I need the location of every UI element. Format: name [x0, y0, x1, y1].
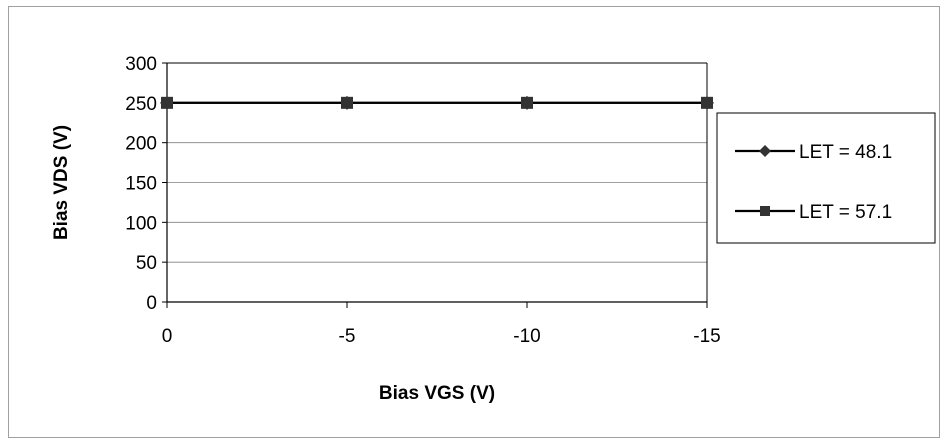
- legend-label: LET = 48.1: [799, 142, 892, 163]
- x-tick-label: -10: [513, 326, 540, 347]
- data-point-diamond: [759, 145, 771, 157]
- data-point-square: [341, 96, 353, 109]
- legend-box: [716, 112, 936, 244]
- y-tick-label: 300: [125, 54, 157, 75]
- y-tick-label: 250: [125, 94, 157, 115]
- legend-label: LET = 57.1: [799, 202, 892, 223]
- x-tick-label: -15: [693, 326, 720, 347]
- legend: LET = 48.1 LET = 57.1: [716, 112, 936, 244]
- legend-items: LET = 48.1 LET = 57.1: [735, 142, 892, 223]
- x-axis-title: Bias VGS (V): [379, 383, 495, 404]
- y-tick-label: 100: [125, 213, 157, 234]
- y-tick-label: 0: [146, 293, 157, 314]
- x-tick-label: 0: [162, 326, 173, 347]
- data-point-square: [760, 206, 770, 216]
- y-tick-labels: 0 50 100 150 200 250 300: [125, 54, 157, 314]
- y-axis-title: Bias VDS (V): [51, 125, 72, 240]
- data-point-square: [701, 96, 713, 109]
- x-tick-label: -5: [339, 326, 356, 347]
- y-tick-label: 200: [125, 134, 157, 155]
- data-point-square: [521, 96, 533, 109]
- grid-lines: [167, 102, 707, 263]
- y-tick-label: 50: [136, 253, 157, 274]
- y-tick-label: 150: [125, 174, 157, 195]
- chart-frame: 0 50 100 150 200 250 300 0 -5 -10 -15 Bias VGS (V…: [8, 6, 940, 438]
- axes: [162, 62, 708, 308]
- x-tick-labels: 0 -5 -10 -15: [162, 326, 721, 347]
- data-point-square: [161, 96, 173, 109]
- chart-svg: 0 50 100 150 200 250 300 0 -5 -10 -15 Bias VGS (V…: [51, 54, 936, 404]
- series-layer: [160, 95, 714, 110]
